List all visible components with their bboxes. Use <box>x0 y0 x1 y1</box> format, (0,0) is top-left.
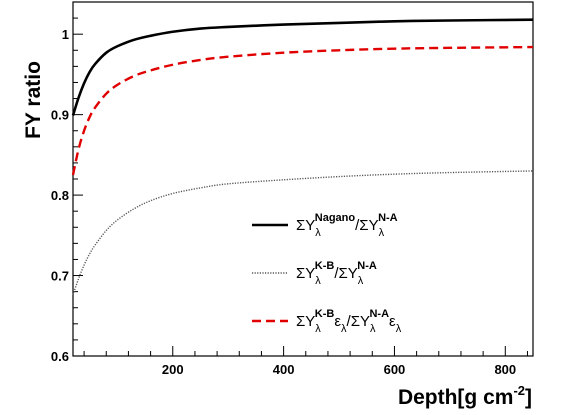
y-tick-label: 0.9 <box>51 108 69 123</box>
y-tick-label: 0.6 <box>51 349 69 364</box>
legend-label-kb: ΣYλK-B/ΣYλN-A <box>296 260 377 287</box>
legend-label-nagano: ΣYλNagano/ΣYλN-A <box>296 212 398 239</box>
axis-ticks: 200 400 600 800 0.6 0.7 0.8 0.9 1 <box>51 1 528 377</box>
y-tick-label: 0.8 <box>51 188 69 203</box>
legend: ΣYλNagano/ΣYλN-A ΣYλK-B/ΣYλN-A ΣYλK-Bελ/… <box>252 212 402 335</box>
series-kb-eps-line <box>71 45 534 176</box>
x-axis-title: Depth[g cm-2] <box>398 383 532 409</box>
y-axis-title: FY ratio <box>22 61 45 139</box>
y-tick-label: 0.7 <box>51 269 69 284</box>
x-tick-label: 400 <box>273 362 295 377</box>
y-tick-label: 1 <box>62 27 69 42</box>
series-nagano-line <box>71 18 534 116</box>
legend-label-kb-eps: ΣYλK-Bελ/ΣYλN-Aελ <box>296 308 402 335</box>
series-layer <box>71 18 534 296</box>
x-tick-label: 200 <box>162 362 184 377</box>
x-tick-label: 800 <box>494 362 516 377</box>
x-tick-label: 600 <box>384 362 406 377</box>
